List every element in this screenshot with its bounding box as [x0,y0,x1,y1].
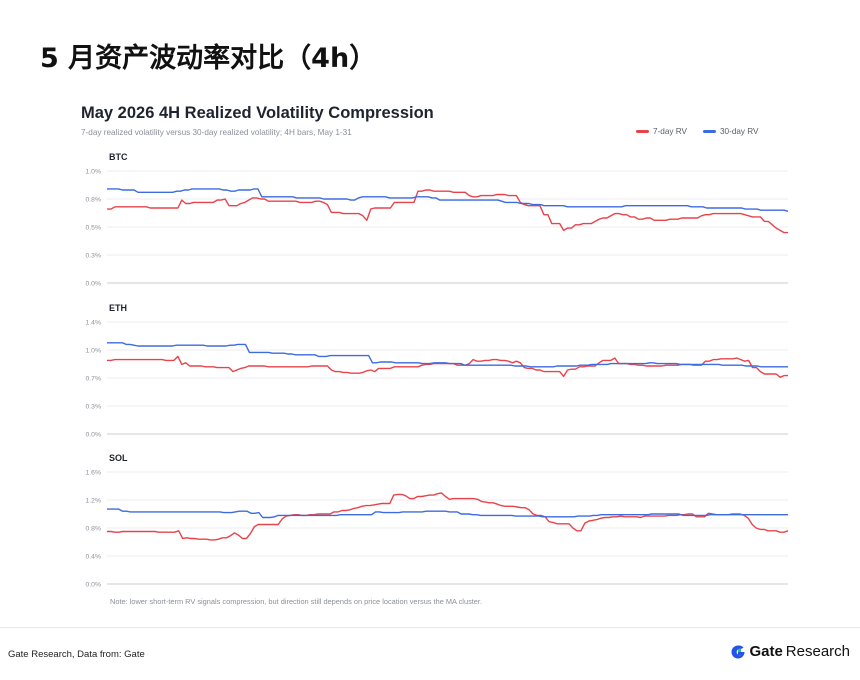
panel-eth: ETH 0.0% 0.3% 0.7% 1.0% 1.4% [86,303,788,439]
y-tick-label-btc: 0.5% [86,225,102,232]
y-tick-label-btc: 0.0% [86,281,102,288]
series-30day-rv-eth [107,342,788,368]
panel-sol: SOL 0.0% 0.4% 0.8% 1.2% 1.6% [86,453,789,589]
y-tick-label-eth: 0.3% [86,404,102,411]
series-7day-rv-eth [107,355,788,378]
y-tick-label-btc: 0.8% [86,197,102,204]
volatility-chart-svg: BTC 0.0% 0.3% 0.5% 0.8% 1.0% ETH 0.0% 0.3% 0.7% 1.… [86,152,789,589]
chart-title: May 2026 4H Realized Volatility Compress… [81,104,434,122]
legend-swatch-30day [702,130,716,133]
legend-label-30day: 30-day RV [719,127,759,136]
y-tick-label-sol: 0.4% [86,554,102,561]
legend-item-30day: 30-day RV [702,127,759,136]
panel-label-eth: ETH [109,303,127,313]
y-tick-label-sol: 0.0% [86,582,102,589]
legend-swatch-7day [636,130,649,133]
footer-divider [0,627,860,628]
brand-name: Gate [749,643,783,660]
y-tick-label-sol: 1.6% [86,470,102,477]
y-tick-label-eth: 0.0% [86,432,102,439]
panel-btc: BTC 0.0% 0.3% 0.5% 0.8% 1.0% [86,152,789,288]
series-7day-rv-btc [107,189,788,234]
gate-logo-icon [731,644,745,658]
y-tick-label-sol: 0.8% [86,526,102,533]
y-tick-label-eth: 1.0% [86,348,102,355]
y-tick-label-btc: 0.3% [86,253,102,260]
legend-item-7day: 7-day RV [636,127,687,136]
legend-label-7day: 7-day RV [653,127,687,136]
y-tick-label-eth: 1.4% [86,320,102,327]
y-tick-label-eth: 0.7% [86,376,102,383]
brand-suffix: Research [785,643,850,660]
chart-subtitle: 7-day realized volatility versus 30-day … [81,128,352,137]
series-30day-rv-sol [107,508,788,519]
chart-note: Note: lower short-term RV signals compre… [110,597,483,606]
chart-legend: 7-day RV 30-day RV [636,127,759,136]
footer-source: Gate Research, Data from: Gate [8,649,145,660]
series-7day-rv-sol [107,492,789,541]
brand-logo-group: Gate Research [730,643,850,660]
panel-label-sol: SOL [109,453,128,463]
series-30day-rv-btc [107,188,789,212]
y-tick-label-sol: 1.2% [86,498,102,505]
page-title: 5 月资产波动率对比（4h） [40,43,377,74]
y-tick-label-btc: 1.0% [86,169,102,176]
panel-label-btc: BTC [109,152,128,162]
